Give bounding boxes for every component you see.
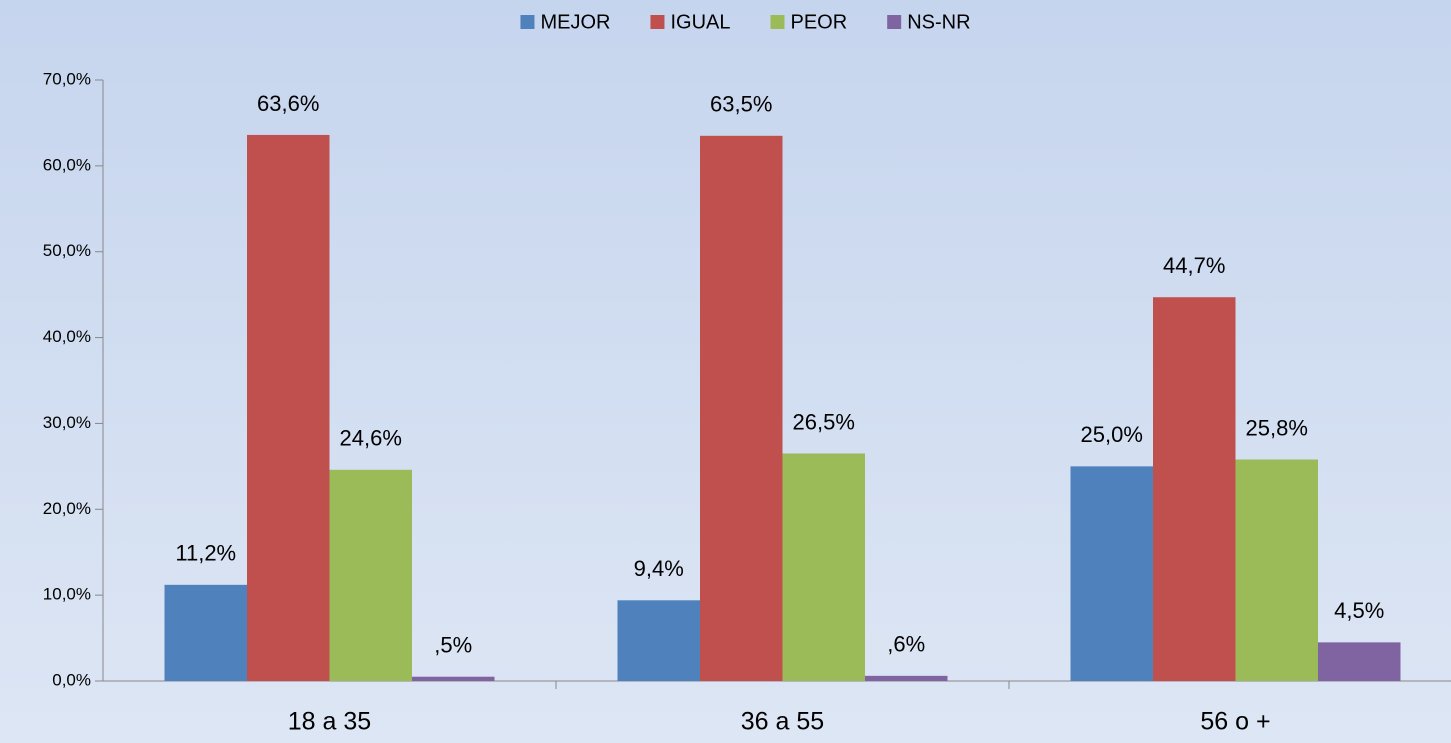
y-tick-label: 0,0% [52, 670, 91, 689]
y-tick-label: 50,0% [43, 241, 91, 260]
bar [700, 135, 783, 682]
y-tick-label: 10,0% [43, 585, 91, 604]
value-label: 9,4% [634, 556, 684, 581]
bar [164, 584, 247, 681]
bar [412, 676, 495, 681]
y-tick-label: 40,0% [43, 327, 91, 346]
bar [1318, 642, 1401, 681]
bar [329, 469, 412, 681]
legend-swatch [650, 15, 665, 29]
value-label: 24,6% [340, 426, 402, 451]
legend-label: NS-NR [907, 11, 970, 33]
y-tick-label: 60,0% [43, 155, 91, 174]
legend-swatch [520, 15, 535, 29]
value-label: 11,2% [175, 541, 236, 566]
y-tick-label: 70,0% [43, 69, 91, 88]
value-label: 25,8% [1246, 415, 1308, 440]
bar [1070, 466, 1153, 681]
value-label: 63,5% [710, 92, 772, 117]
legend-swatch [887, 15, 902, 29]
legend-swatch [770, 15, 785, 29]
value-label: 63,6% [257, 91, 319, 116]
legend-label: IGUAL [670, 11, 730, 33]
legend-label: PEOR [791, 11, 848, 33]
y-tick-label: 20,0% [43, 499, 91, 518]
value-label: 4,5% [1334, 598, 1384, 623]
x-tick-label: 18 a 35 [288, 708, 371, 736]
bar [782, 453, 865, 681]
bar [865, 675, 948, 681]
value-label: 44,7% [1163, 253, 1225, 278]
y-tick-label: 30,0% [43, 413, 91, 432]
x-tick-label: 36 a 55 [741, 708, 824, 736]
value-label: 25,0% [1081, 422, 1143, 447]
x-tick-label: 56 o + [1200, 708, 1270, 736]
value-label: ,6% [887, 632, 925, 657]
bar [1153, 297, 1236, 681]
bar [617, 600, 700, 681]
legend-label: MEJOR [540, 11, 610, 33]
value-label: ,5% [434, 633, 472, 658]
value-label: 26,5% [793, 409, 855, 434]
bar [1235, 459, 1318, 681]
bar [247, 134, 330, 681]
